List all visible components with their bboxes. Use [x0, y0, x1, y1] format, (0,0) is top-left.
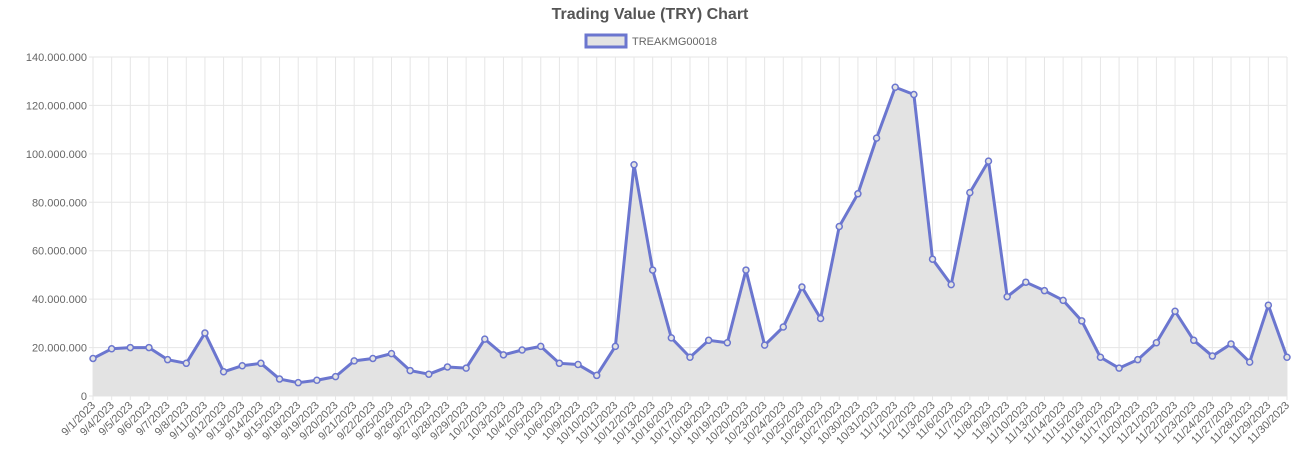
point: [835, 222, 843, 231]
point: [294, 378, 302, 387]
point: [686, 353, 694, 362]
y-tick-label: 0: [81, 391, 87, 403]
point: [984, 157, 993, 165]
point: [387, 349, 396, 358]
point: [499, 351, 508, 359]
point: [107, 345, 116, 353]
point: [1134, 355, 1142, 364]
point: [611, 342, 620, 351]
point: [1171, 307, 1179, 315]
point: [555, 359, 564, 368]
y-tick-label: 120.000.000: [26, 100, 87, 112]
point: [257, 359, 265, 368]
point: [1245, 358, 1254, 366]
point: [182, 359, 191, 368]
point: [219, 368, 228, 376]
point: [331, 372, 340, 381]
point: [369, 354, 377, 363]
point: [704, 336, 713, 345]
point: [481, 335, 489, 343]
point: [779, 323, 788, 331]
y-tick-label: 40.000.000: [32, 294, 87, 306]
point: [947, 280, 955, 289]
point: [126, 343, 135, 352]
point: [1152, 338, 1161, 347]
chart-title: Trading Value (TRY) Chart: [552, 6, 749, 23]
point: [1040, 286, 1049, 295]
legend-swatch: [584, 33, 628, 49]
point: [406, 366, 414, 375]
point: [443, 363, 452, 371]
point: [518, 346, 526, 354]
point: [723, 338, 732, 347]
point: [1227, 340, 1235, 348]
y-tick-label: 80.000.000: [32, 197, 87, 209]
point: [1189, 336, 1198, 345]
point: [1022, 278, 1030, 286]
point: [854, 190, 862, 198]
point: [872, 134, 881, 142]
point: [966, 188, 974, 197]
point: [667, 334, 676, 342]
point: [425, 370, 433, 378]
point: [1078, 317, 1086, 325]
point: [350, 357, 358, 365]
point: [574, 360, 582, 369]
y-tick-label: 140.000.000: [26, 52, 87, 64]
point: [891, 83, 899, 92]
point: [313, 376, 321, 385]
point: [1208, 352, 1217, 360]
point: [238, 361, 246, 370]
point: [163, 355, 172, 364]
point: [648, 266, 657, 274]
point: [630, 161, 638, 169]
point: [816, 314, 825, 323]
point: [1283, 353, 1291, 362]
legend-label: TREAKMG00018: [632, 36, 717, 48]
point: [798, 283, 806, 291]
point: [1059, 296, 1067, 305]
point: [145, 343, 153, 352]
y-tick-label: 60.000.000: [32, 246, 87, 258]
y-tick-label: 100.000.000: [26, 149, 87, 161]
point: [760, 341, 769, 349]
point: [89, 354, 97, 363]
y-tick-label: 20.000.000: [32, 343, 87, 355]
point: [910, 90, 918, 99]
point: [742, 266, 750, 274]
point: [1003, 292, 1011, 301]
point: [1264, 301, 1273, 309]
point: [928, 255, 937, 263]
point: [537, 342, 545, 351]
point: [1096, 353, 1105, 362]
point: [462, 364, 470, 372]
point: [275, 375, 284, 383]
point: [592, 371, 601, 380]
point: [201, 329, 209, 337]
point: [1115, 364, 1123, 372]
